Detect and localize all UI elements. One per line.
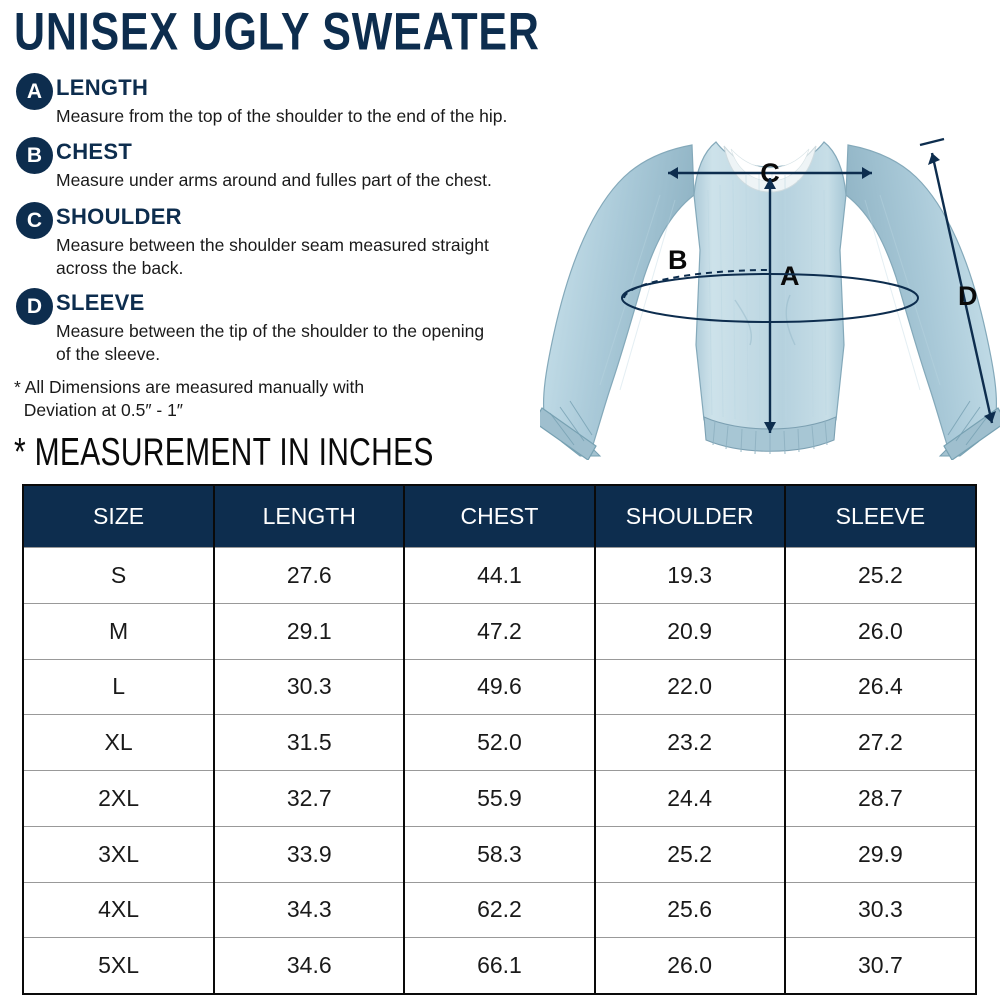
svg-text:D: D [958, 281, 978, 311]
svg-text:B: B [668, 245, 688, 275]
svg-text:A: A [780, 261, 800, 291]
